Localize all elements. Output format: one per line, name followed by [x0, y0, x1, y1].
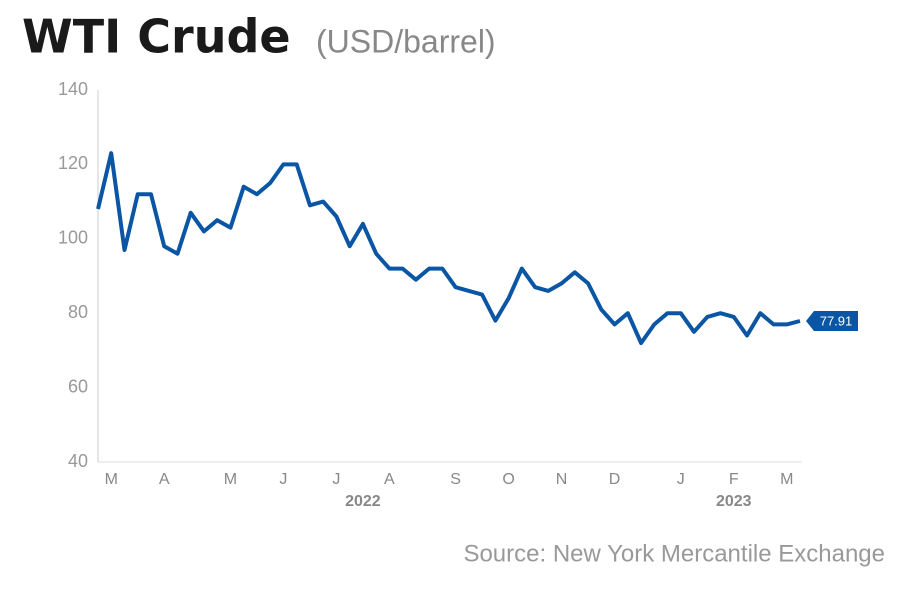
y-tick-label: 80: [68, 302, 88, 322]
x-tick-label: J: [677, 471, 685, 488]
x-tick-label: S: [450, 471, 461, 488]
year-label: 2023: [716, 493, 752, 510]
x-tick-label: M: [780, 471, 793, 488]
x-tick-label: A: [159, 471, 170, 488]
y-tick-label: 140: [58, 79, 88, 99]
x-tick-label: M: [105, 471, 118, 488]
y-tick-label: 120: [58, 153, 88, 173]
x-tick-label: F: [729, 471, 739, 488]
y-tick-label: 40: [68, 451, 88, 471]
x-tick-label: J: [279, 471, 287, 488]
y-tick-label: 100: [58, 228, 88, 248]
x-tick-label: D: [609, 471, 621, 488]
x-tick-label: A: [384, 471, 395, 488]
x-tick-label: J: [332, 471, 340, 488]
x-tick-label: N: [556, 471, 568, 488]
value-label: 77.91: [820, 313, 853, 328]
year-label: 2022: [345, 493, 381, 510]
source: Source: New York Mercantile Exchange: [463, 540, 885, 567]
chart-title: WTI Crude: [22, 10, 291, 64]
x-tick-label: O: [502, 471, 514, 488]
line: [96, 151, 801, 345]
value-label-box: [806, 310, 858, 331]
x-tick-label: M: [224, 471, 237, 488]
y-tick-label: 60: [68, 376, 88, 396]
chart-subtitle: (USD/barrel): [316, 23, 496, 59]
